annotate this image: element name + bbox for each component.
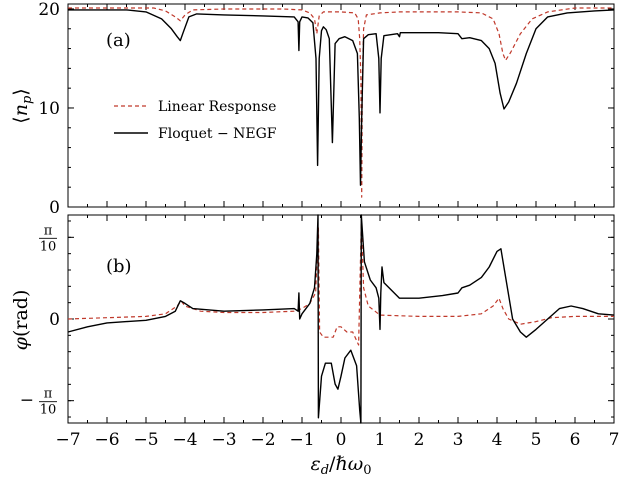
y-axis-label-phi-symbol: φ xyxy=(10,336,32,350)
panel-a-series xyxy=(68,7,615,198)
x-tick-label: −1 xyxy=(289,430,314,450)
y-axis-label-phi: φ(rad) xyxy=(10,290,32,351)
x-axis-label-epsilon: ε xyxy=(311,453,321,475)
x-axis-label-omega: ω xyxy=(348,453,364,475)
y-tick-label-denominator: 10 xyxy=(40,239,57,254)
series-linear-response xyxy=(68,7,614,198)
x-tick-label: 7 xyxy=(609,430,620,450)
x-tick-label: 3 xyxy=(453,430,464,450)
y-axis-label-np: ⟨np⟩ xyxy=(10,88,35,123)
panel-a-frame xyxy=(67,3,615,208)
y-axis-label-np-symbol: n xyxy=(10,104,32,116)
x-tick-label: 6 xyxy=(570,430,581,450)
y-axis-label-phi-unit: (rad) xyxy=(10,290,32,337)
x-tick-label: −7 xyxy=(55,430,80,450)
y-tick-label: − π10 xyxy=(20,387,57,418)
x-axis-label: εd/ℏω0 xyxy=(311,453,372,478)
series-linear-response xyxy=(67,222,614,346)
y-tick-label: 0 xyxy=(49,310,60,330)
y-axis-label-np-subscript: p xyxy=(20,95,35,104)
panel-b-series xyxy=(67,214,615,424)
y-tick-label-sign: − xyxy=(20,391,34,411)
panel-b-label: (b) xyxy=(106,256,132,277)
y-tick-label-numerator: π xyxy=(44,223,53,238)
x-tick-label: −2 xyxy=(250,430,275,450)
x-tick-label: 1 xyxy=(375,430,386,450)
y-tick-label-denominator: 10 xyxy=(40,403,57,418)
x-tick-label: 4 xyxy=(492,430,503,450)
y-tick-label-numerator: π xyxy=(44,387,53,402)
x-axis-label-slash: /ℏ xyxy=(329,453,348,475)
x-axis-label-omega-subscript: 0 xyxy=(363,463,371,478)
legend-label-floquet-negf: Floquet − NEGF xyxy=(158,126,277,142)
y-axis-label-np-close: ⟩ xyxy=(10,88,32,95)
y-tick-label: 20 xyxy=(38,0,60,20)
legend: Linear Response Floquet − NEGF xyxy=(114,99,277,142)
panel-a-label: (a) xyxy=(106,30,131,51)
x-tick-label: −4 xyxy=(172,430,197,450)
y-tick-label: 0 xyxy=(49,198,60,218)
y-tick-label: 10 xyxy=(38,99,60,119)
legend-label-linear-response: Linear Response xyxy=(158,99,276,115)
panel-a: 0 10 20 (a) ⟨np⟩ Linear Response Floquet −… xyxy=(10,0,615,218)
x-tick-label: 5 xyxy=(531,430,542,450)
series-floquet-negf xyxy=(68,9,615,186)
x-tick-label: −6 xyxy=(94,430,119,450)
x-tick-label: −3 xyxy=(211,430,236,450)
y-tick-label: π10 xyxy=(39,223,57,254)
x-axis-label-epsilon-subscript: d xyxy=(321,463,329,478)
x-tick-label: 2 xyxy=(414,430,425,450)
panel-a-ticks: 0 10 20 xyxy=(38,0,615,218)
x-tick-label: −5 xyxy=(133,430,158,450)
x-tick-label: 0 xyxy=(336,430,347,450)
series-floquet-negf xyxy=(67,214,615,424)
